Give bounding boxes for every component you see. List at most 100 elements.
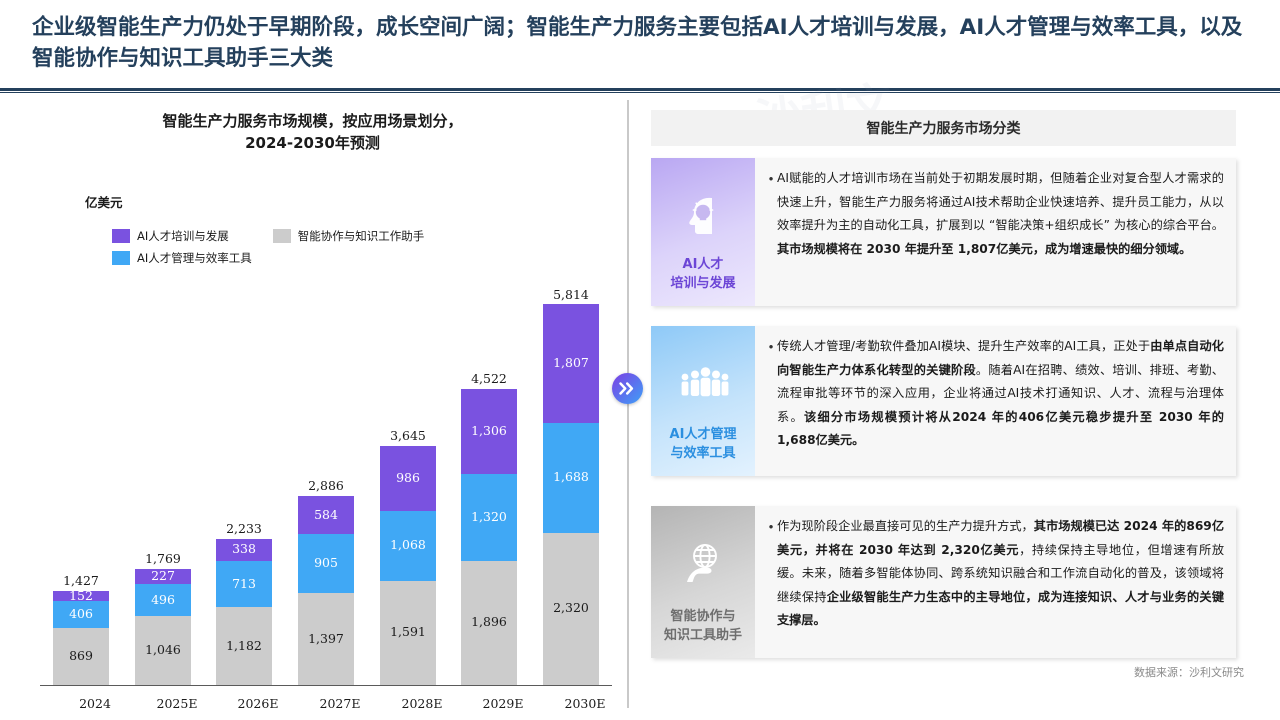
chart-plot-area: 152 406 869 1,427 227 496 1,046 1,769 338 713 1,18…: [40, 282, 612, 686]
bar-segment-value: 338: [232, 541, 256, 557]
card-label-line1: AI人才管理: [669, 427, 737, 442]
bar-segment[interactable]: 406: [53, 601, 109, 628]
chart-title-line2: 2024-2030年预测: [245, 134, 380, 152]
legend-label: 智能协作与知识工作助手: [297, 228, 425, 243]
category-panel-header: 智能生产力服务市场分类: [651, 110, 1236, 146]
bullet-icon: •: [768, 519, 774, 534]
card-body: • 作为现阶段企业最直接可见的生产力提升方式，其市场规模已达 2024 年的86…: [755, 506, 1236, 658]
bar-total-value: 5,814: [553, 286, 589, 302]
x-axis-labels: 2024 2025E 2026E 2027E 2028E 2029E 2030E: [40, 688, 612, 712]
bar-segment[interactable]: 1,046: [135, 616, 191, 685]
x-axis-tick-label: 2024: [79, 696, 111, 711]
slide-header: 企业级智能生产力仍处于早期阶段，成长空间广阔；智能生产力服务主要包括AI人才培训…: [0, 0, 1280, 93]
head-lightbulb-icon: [651, 158, 755, 306]
bar-segment-value: 869: [69, 647, 93, 663]
bar-total-value: 1,427: [63, 573, 99, 589]
bar-stack: 584 905 1,397: [298, 495, 354, 685]
header-divider-thin: [0, 92, 1280, 93]
x-axis-tick-label: 2028E: [401, 696, 443, 711]
bar-segment[interactable]: 338: [216, 538, 272, 561]
bar-segment-value: 2,320: [553, 600, 589, 616]
bar-stack: 152 406 869: [53, 589, 109, 685]
bullet-icon: •: [768, 339, 774, 354]
double-chevron-icon: [612, 373, 643, 404]
chart-panel: 智能生产力服务市场规模，按应用场景划分， 2024-2030年预测 亿美元 AI…: [0, 96, 626, 720]
bar-group[interactable]: 1,807 1,688 2,320 5,814: [543, 287, 599, 685]
card-icon-label: 智能协作与 知识工具助手: [664, 607, 742, 645]
card-label-line1: 智能协作与: [670, 609, 736, 624]
bar-group[interactable]: 1,306 1,320 1,896 4,522: [461, 371, 517, 685]
people-group-icon: [651, 326, 755, 476]
bar-group[interactable]: 152 406 869 1,427: [53, 573, 109, 685]
bar-segment-value: 713: [232, 575, 256, 591]
bar-segment[interactable]: 1,397: [298, 593, 354, 685]
card-text: AI赋能的人才培训市场在当前处于初期发展时期，但随着企业对复合型人才需求的快速上…: [777, 171, 1224, 256]
chart-unit-label: 亿美元: [85, 195, 123, 210]
bar-segment-value: 1,397: [308, 630, 344, 646]
category-card-ai-talent-management[interactable]: AI人才管理 与效率工具 • 传统人才管理/考勤软件叠加AI模块、提升生产效率的…: [651, 326, 1236, 476]
x-axis-line: [40, 684, 612, 686]
bar-segment[interactable]: 152: [53, 589, 109, 601]
bar-segment[interactable]: 1,068: [380, 510, 436, 581]
bar-group[interactable]: 986 1,068 1,591 3,645: [380, 428, 436, 685]
card-text: 传统人才管理/考勤软件叠加AI模块、提升生产效率的AI工具，正处于由单点自动化向…: [777, 339, 1224, 447]
card-text: 作为现阶段企业最直接可见的生产力提升方式，其市场规模已达 2024 年的869亿…: [777, 519, 1225, 627]
category-panel: 智能生产力服务市场分类 AI人才: [651, 110, 1236, 670]
bar-segment[interactable]: 496: [135, 583, 191, 617]
bar-segment-value: 1,046: [145, 642, 181, 658]
legend-item-0[interactable]: AI人才培训与发展: [112, 228, 229, 244]
bar-segment[interactable]: 713: [216, 560, 272, 608]
bar-segment-value: 1,068: [390, 537, 426, 553]
legend-swatch-icon: [112, 250, 130, 265]
bar-segment[interactable]: 1,591: [380, 580, 436, 685]
bar-segment[interactable]: 986: [380, 446, 436, 511]
legend-swatch-icon: [112, 228, 130, 243]
x-axis-tick-label: 2027E: [319, 696, 361, 711]
bar-segment[interactable]: 1,320: [461, 474, 517, 561]
bar-segment[interactable]: 2,320: [543, 532, 599, 685]
legend-label: AI人才培训与发展: [137, 228, 229, 243]
bar-segment[interactable]: 1,306: [461, 388, 517, 475]
bar-segment-value: 1,688: [553, 469, 589, 485]
bar-segment-value: 227: [151, 568, 175, 584]
bar-segment[interactable]: 227: [135, 568, 191, 584]
card-label-line2: 与效率工具: [670, 446, 736, 461]
bar-stack: 227 496 1,046: [135, 568, 191, 685]
card-label-line1: AI人才: [682, 257, 724, 272]
card-icon-label: AI人才 培训与发展: [670, 255, 735, 293]
bar-segment-value: 1,182: [226, 637, 262, 653]
bar-segment-value: 986: [396, 470, 420, 486]
bar-segment[interactable]: 1,896: [461, 560, 517, 685]
bar-segment-value: 406: [69, 606, 93, 622]
bar-group[interactable]: 338 713 1,182 2,233: [216, 521, 272, 685]
card-icon-box: AI人才管理 与效率工具: [651, 326, 755, 476]
chart-legend: AI人才培训与发展 智能协作与知识工作助手 AI人才管理与效率工具: [112, 226, 532, 270]
bar-stack: 986 1,068 1,591: [380, 446, 436, 685]
bar-stack: 338 713 1,182: [216, 538, 272, 685]
bar-segment[interactable]: 1,688: [543, 422, 599, 533]
card-body: • 传统人才管理/考勤软件叠加AI模块、提升生产效率的AI工具，正处于由单点自动…: [755, 326, 1236, 476]
card-icon-box: 智能协作与 知识工具助手: [651, 506, 755, 658]
bar-total-value: 4,522: [471, 370, 507, 386]
bar-segment[interactable]: 1,182: [216, 607, 272, 685]
category-card-smart-collaboration[interactable]: 智能协作与 知识工具助手 • 作为现阶段企业最直接可见的生产力提升方式，其市场规…: [651, 506, 1236, 658]
bar-segment[interactable]: 905: [298, 534, 354, 594]
legend-item-1[interactable]: 智能协作与知识工作助手: [272, 228, 425, 244]
x-axis-tick-label: 2025E: [156, 696, 198, 711]
bar-segment-value: 1,896: [471, 614, 507, 630]
bar-segment[interactable]: 1,807: [543, 304, 599, 423]
data-source-note: 数据来源：沙利文研究: [1134, 666, 1244, 679]
bar-group[interactable]: 227 496 1,046 1,769: [135, 551, 191, 685]
x-axis-tick-label: 2029E: [482, 696, 524, 711]
bar-group[interactable]: 584 905 1,397 2,886: [298, 478, 354, 685]
bar-segment[interactable]: 584: [298, 495, 354, 535]
bar-segment[interactable]: 869: [53, 627, 109, 685]
bullet-icon: •: [768, 171, 774, 186]
category-card-ai-talent-training[interactable]: AI人才 培训与发展 • AI赋能的人才培训市场在当前处于初期发展时期，但随着企…: [651, 158, 1236, 306]
legend-item-2[interactable]: AI人才管理与效率工具: [112, 250, 252, 266]
bar-segment-value: 1,807: [553, 355, 589, 371]
bar-segment-value: 1,591: [390, 624, 426, 640]
card-label-line2: 知识工具助手: [663, 628, 742, 643]
bar-stack: 1,306 1,320 1,896: [461, 388, 517, 685]
bar-segment-value: 905: [314, 555, 338, 571]
